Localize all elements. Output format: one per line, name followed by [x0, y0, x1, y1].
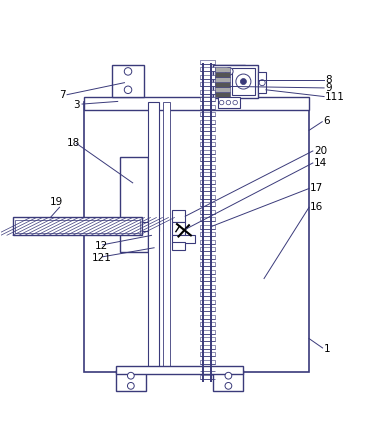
Bar [215, 76, 229, 82]
Bar [200, 225, 215, 229]
Text: 17: 17 [310, 184, 324, 194]
Bar [172, 222, 185, 236]
Bar [214, 65, 245, 97]
Bar [200, 67, 215, 71]
Text: 18: 18 [67, 138, 80, 148]
Bar [200, 247, 215, 251]
Bar [215, 66, 229, 72]
Bar [200, 353, 215, 356]
Bar [200, 217, 215, 221]
Text: 6: 6 [323, 116, 330, 126]
Circle shape [225, 372, 232, 379]
Bar [215, 72, 229, 76]
Bar [215, 87, 229, 91]
Bar [200, 97, 215, 101]
Bar [200, 315, 215, 319]
Bar [200, 270, 215, 274]
Bar [12, 217, 142, 236]
Bar [200, 90, 215, 94]
Bar [84, 97, 309, 110]
Bar [215, 82, 229, 87]
Bar [214, 65, 259, 98]
Bar [200, 202, 215, 206]
Text: 1: 1 [323, 344, 330, 354]
Circle shape [233, 101, 237, 105]
Bar [200, 210, 215, 214]
Bar [200, 285, 215, 289]
Bar [200, 195, 215, 198]
Bar [200, 75, 215, 79]
Bar [200, 255, 215, 259]
Text: 12: 12 [94, 240, 108, 250]
Bar [112, 65, 144, 97]
Bar [200, 337, 215, 341]
Text: 14: 14 [314, 158, 327, 168]
Bar [200, 262, 215, 266]
Bar [200, 127, 215, 131]
Bar [200, 307, 215, 311]
Circle shape [240, 79, 246, 84]
Bar [116, 366, 243, 374]
Circle shape [127, 372, 134, 379]
Bar [14, 220, 140, 233]
Text: 121: 121 [91, 253, 111, 263]
Bar [200, 368, 215, 371]
Text: 8: 8 [325, 75, 332, 85]
Bar [200, 150, 215, 153]
Circle shape [226, 68, 233, 75]
Bar [200, 105, 215, 108]
Bar [148, 102, 159, 372]
Bar [163, 102, 170, 372]
Text: 9: 9 [325, 83, 332, 93]
Bar [200, 172, 215, 176]
Text: 16: 16 [310, 202, 324, 212]
Bar [200, 180, 215, 184]
Circle shape [225, 382, 232, 389]
Bar [200, 375, 215, 379]
Bar [172, 210, 185, 222]
Bar [119, 156, 148, 252]
Bar [200, 187, 215, 191]
Bar [200, 135, 215, 139]
Text: 20: 20 [314, 146, 327, 156]
Bar [200, 300, 215, 304]
Text: 19: 19 [50, 197, 64, 207]
Bar [200, 82, 215, 86]
Bar [200, 157, 215, 161]
Bar [232, 68, 255, 95]
Bar [116, 371, 146, 391]
Bar [200, 330, 215, 334]
Bar [200, 345, 215, 349]
Bar [200, 232, 215, 236]
Bar [200, 240, 215, 244]
Circle shape [236, 74, 251, 89]
Text: 7: 7 [60, 90, 66, 101]
Bar [200, 165, 215, 169]
Bar [218, 97, 240, 108]
Bar [200, 142, 215, 146]
Bar [200, 120, 215, 124]
Bar [200, 112, 215, 116]
Bar [172, 236, 195, 243]
Circle shape [219, 101, 224, 105]
Text: 111: 111 [325, 92, 345, 101]
Bar [259, 72, 266, 93]
Bar [172, 242, 185, 250]
Bar [214, 371, 243, 391]
Bar [200, 292, 215, 296]
Bar [200, 360, 215, 364]
Circle shape [124, 86, 132, 94]
Bar [200, 60, 215, 63]
Circle shape [226, 101, 231, 105]
Circle shape [127, 382, 134, 389]
Bar [200, 277, 215, 281]
Bar [142, 222, 159, 231]
Bar [200, 323, 215, 326]
Text: 3: 3 [73, 100, 79, 110]
Circle shape [124, 68, 132, 75]
Bar [84, 102, 309, 372]
Circle shape [259, 80, 265, 86]
Bar [215, 91, 229, 97]
